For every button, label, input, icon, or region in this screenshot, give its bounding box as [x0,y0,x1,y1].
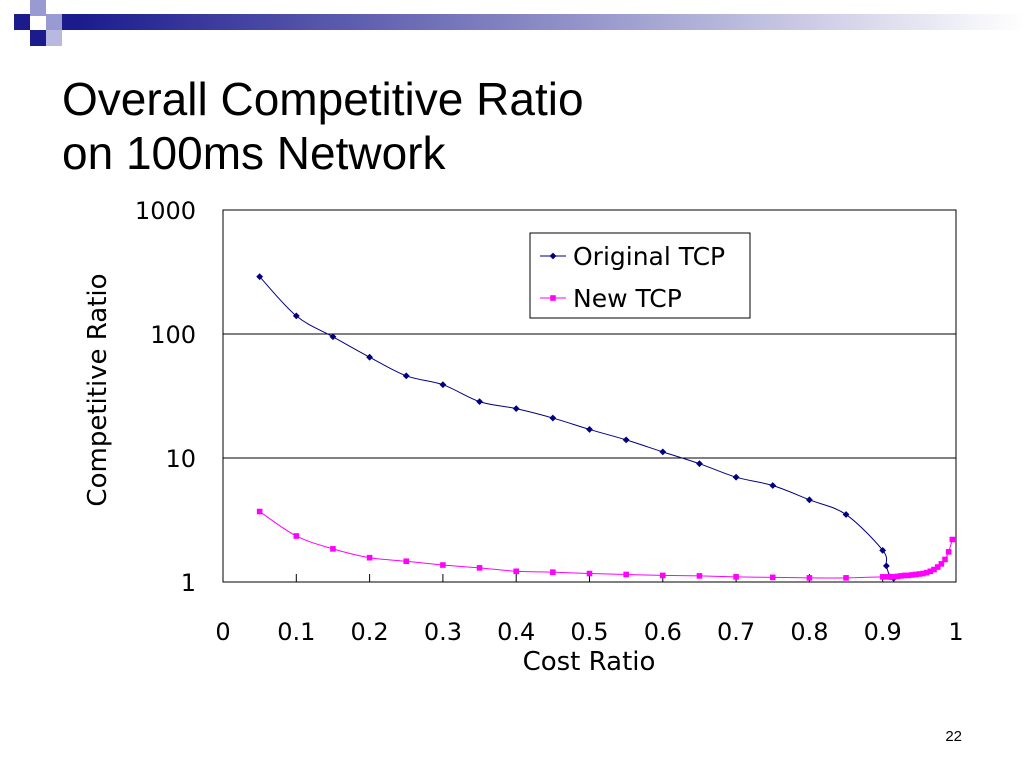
data-point-new-tcp [931,566,937,573]
legend-items: Original TCP New TCP [540,242,725,313]
data-point-original-tcp [402,372,410,380]
data-point-original-tcp [769,482,777,489]
x-tick-label: 0.7 [717,618,755,646]
y-tick-label: 10 [165,445,196,473]
data-point-new-tcp [942,556,948,563]
slide-title-line-1: Overall Competitive Ratio [62,73,584,125]
data-point-new-tcp [440,562,446,568]
data-point-new-tcp [901,572,908,579]
data-point-original-tcp [882,562,890,570]
legend-marker-new-tcp [550,295,556,301]
x-tick-label: 0.5 [570,618,608,646]
series-group [256,273,956,582]
data-point-new-tcp [476,565,483,571]
data-point-new-tcp [898,573,904,579]
series-original-tcp [256,273,898,582]
y-tick-label: 100 [150,321,196,349]
data-point-new-tcp [949,536,956,543]
legend-marker-original-tcp [549,252,557,260]
data-point-new-tcp [890,574,897,580]
y-tick-label: 1000 [135,197,196,225]
header-gradient-band [78,14,1024,30]
data-point-new-tcp [887,574,893,580]
data-point-new-tcp [550,569,556,575]
data-point-original-tcp [879,546,887,554]
data-point-new-tcp [945,549,952,555]
header-square-navy-1 [14,14,30,30]
x-tick-label: 0.3 [424,618,462,646]
data-point-new-tcp [912,571,919,578]
data-point-original-tcp [732,473,740,481]
data-point-new-tcp [920,570,926,577]
data-point-original-tcp [329,333,337,341]
y-tick-label: 1 [181,569,196,597]
data-point-new-tcp [843,575,849,581]
page-number: 22 [945,728,962,745]
x-axis-label: Cost Ratio [523,647,656,677]
data-point-new-tcp [733,574,739,580]
data-point-new-tcp [660,572,666,579]
x-tick-label: 0.1 [277,618,315,646]
header-square-lavender-2 [46,14,62,30]
data-point-original-tcp [476,398,483,405]
header-square-navy-2 [30,30,46,46]
data-point-original-tcp [549,414,557,422]
slide-title-line-2: on 100ms Network [62,127,446,179]
data-point-new-tcp [403,558,410,565]
data-point-original-tcp [292,312,300,320]
x-tick-label: 0.2 [351,618,389,646]
data-point-new-tcp [696,573,703,579]
data-point-new-tcp [513,568,519,575]
legend-label-new-tcp: New TCP [573,284,682,313]
data-point-original-tcp [512,405,520,413]
data-point-original-tcp [366,353,373,361]
data-point-original-tcp [256,273,264,281]
data-point-new-tcp [879,574,886,580]
x-tick-label: 0.4 [497,618,535,646]
series-new-tcp [256,508,956,581]
data-point-original-tcp [622,436,630,444]
data-point-new-tcp [806,575,813,581]
data-point-new-tcp [927,568,934,575]
data-point-new-tcp [586,570,593,577]
header-square-lavender-1 [30,0,46,16]
y-axis-ticks: 1 10 100 1000 [135,197,196,597]
data-point-new-tcp [923,569,930,576]
grid-lines [223,333,956,459]
header-square-lavender-3 [46,30,62,46]
slide-title: Overall Competitive Ratio on 100ms Netwo… [62,72,584,180]
data-point-new-tcp [769,574,776,581]
x-tick-label: 0.8 [790,618,828,646]
data-point-new-tcp [909,572,915,578]
data-point-new-tcp [623,571,629,578]
data-point-original-tcp [842,511,850,518]
legend: Original TCP New TCP [529,232,751,319]
y-axis-label: Competitive Ratio [83,273,113,506]
header-square-navy-3 [62,14,78,30]
data-point-new-tcp [916,571,923,577]
x-tick-label: 0.6 [644,618,682,646]
data-point-new-tcp [330,546,336,552]
data-point-original-tcp [659,448,667,456]
data-point-new-tcp [938,561,945,567]
x-tick-label: 0 [215,618,230,646]
legend-box [529,232,751,319]
data-point-new-tcp [894,573,901,580]
data-point-original-tcp [439,381,447,389]
data-point-new-tcp [883,574,890,580]
x-axis-ticks: 0 0.1 0.2 0.3 0.4 0.5 0.6 0.7 0.8 0.9 1 [215,574,964,646]
data-point-new-tcp [256,508,263,515]
data-point-new-tcp [934,564,941,570]
x-tick-label: 1 [948,618,963,646]
data-point-new-tcp [293,533,300,539]
header-decoration [14,0,1024,46]
data-point-new-tcp [366,554,373,561]
data-point-new-tcp [905,572,912,579]
x-tick-label: 0.9 [864,618,902,646]
data-point-original-tcp [586,426,593,433]
data-point-original-tcp [696,460,703,468]
data-point-original-tcp [806,496,813,504]
legend-label-original-tcp: Original TCP [573,242,725,271]
